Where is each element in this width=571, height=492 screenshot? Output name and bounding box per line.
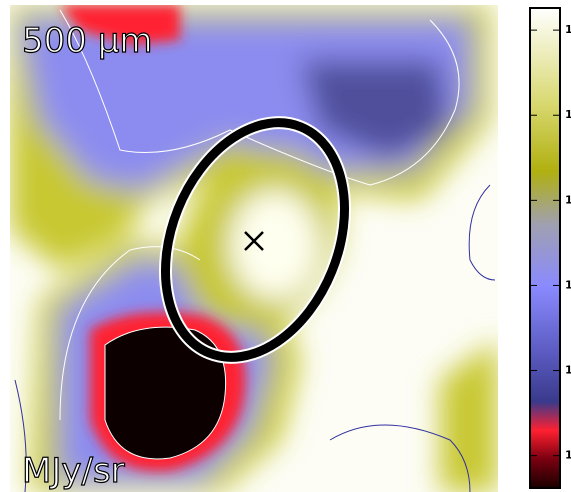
aperture [160,118,350,362]
unit-label: MJy/sr [22,451,125,491]
colorbar-tick-label: 140 [565,108,571,121]
colorbar [529,7,561,489]
colorbar-tick-label: 135 [565,193,571,206]
center-marker [244,231,264,251]
colorbar-ticks: 120 125 130 135 140 145 [530,23,571,462]
band-label: 500 μm [22,21,152,61]
colorbar-tick-label: 125 [565,364,571,377]
colorbar-tick-label: 130 [565,278,571,291]
colorbar-tick-label: 145 [565,23,571,36]
map [10,5,498,492]
colorbar-tick-label: 120 [565,449,571,462]
